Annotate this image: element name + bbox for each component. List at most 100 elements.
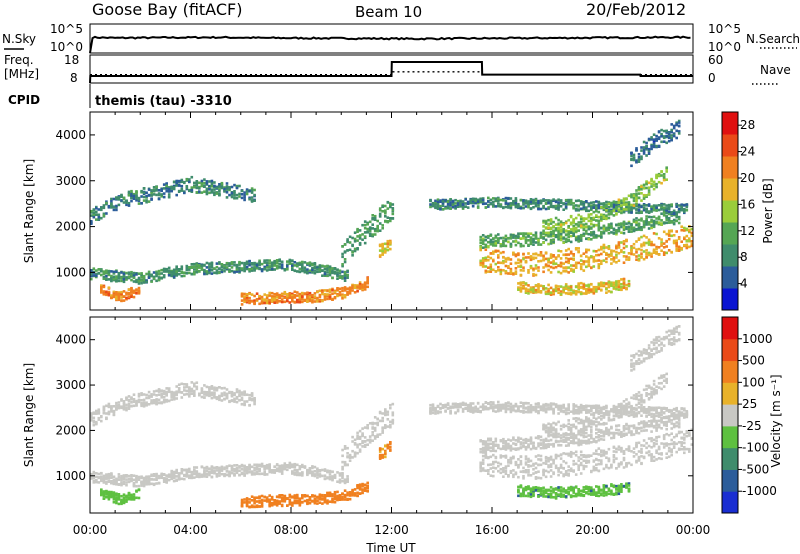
data-cell-1103 — [250, 505, 254, 509]
data-cell-2640 — [484, 202, 488, 205]
data-cell-3363 — [657, 180, 661, 184]
data-cell-3193 — [582, 225, 586, 229]
data-cell-1849 — [605, 260, 608, 264]
data-cell-2127 — [509, 237, 513, 240]
data-cell-3266 — [615, 201, 618, 205]
data-cell-390 — [95, 274, 98, 278]
data-cell-872 — [293, 471, 297, 475]
data-cell-1748 — [564, 270, 568, 273]
data-cell-1055 — [125, 291, 128, 295]
data-cell-129 — [145, 401, 148, 404]
data-cell-3035 — [657, 204, 661, 207]
data-cell-1582 — [492, 259, 495, 263]
data-cell-119 — [140, 189, 143, 193]
data-cell-1070 — [132, 493, 136, 496]
colorbar-swatch — [722, 244, 738, 267]
data-cell-2688 — [507, 202, 510, 205]
data-cell-1809 — [587, 256, 591, 260]
data-cell-1902 — [630, 245, 633, 248]
data-cell-357 — [248, 196, 251, 200]
data-cell-354 — [243, 400, 246, 403]
data-cell-681 — [215, 269, 219, 272]
data-cell-2390 — [627, 227, 631, 231]
data-cell-833 — [280, 260, 284, 264]
data-cell-165 — [160, 188, 163, 191]
data-cell-994 — [100, 284, 103, 287]
data-cell-1882 — [617, 241, 621, 244]
data-cell-2698 — [509, 204, 513, 208]
noise-panel: N.Sky 10^5 10^0 10^5 10^0 N.Search — [2, 22, 800, 54]
data-cell-535 — [152, 473, 156, 476]
data-cell-1539 — [386, 239, 390, 243]
data-cell-1466 — [373, 229, 377, 233]
data-cell-1360 — [356, 285, 359, 289]
data-cell-500 — [140, 482, 143, 485]
data-cell-53 — [112, 405, 116, 408]
data-cell-3759 — [627, 284, 631, 288]
data-cell-1855 — [607, 255, 611, 258]
data-cell-2180 — [532, 237, 535, 241]
data-cell-1951 — [650, 252, 653, 256]
data-cell-962 — [333, 272, 337, 275]
data-cell-1579 — [492, 250, 495, 254]
data-cell-2862 — [582, 207, 586, 210]
data-cell-2298 — [585, 237, 588, 241]
data-cell-1524 — [381, 247, 384, 251]
data-cell-102 — [132, 398, 136, 401]
data-cell-277 — [210, 185, 214, 188]
data-cell-785 — [260, 262, 264, 266]
data-cell-1564 — [484, 248, 488, 251]
data-cell-205 — [180, 187, 184, 191]
data-cell-387 — [92, 475, 96, 478]
data-cell-1111 — [255, 504, 259, 507]
data-cell-1866 — [612, 256, 616, 259]
colorbar-swatch — [722, 156, 738, 179]
data-cell-1878 — [617, 242, 621, 246]
data-cell-2839 — [572, 202, 575, 205]
data-cell-2554 — [444, 199, 447, 202]
data-cell-26 — [97, 215, 101, 219]
data-cell-1131 — [258, 297, 261, 300]
data-cell-2513 — [677, 217, 681, 221]
data-cell-3499 — [677, 132, 681, 135]
data-cell-1049 — [122, 499, 126, 502]
data-cell-1026 — [115, 499, 118, 503]
data-cell-856 — [291, 264, 294, 267]
data-cell-729 — [235, 468, 239, 471]
data-cell-2730 — [524, 199, 528, 202]
data-cell-1888 — [622, 240, 626, 243]
data-cell-3551 — [537, 285, 540, 288]
data-cell-3455 — [660, 135, 663, 138]
data-cell-427 — [110, 270, 113, 273]
data-cell-1507 — [389, 219, 392, 223]
data-cell-584 — [175, 475, 178, 478]
data-cell-3225 — [595, 209, 598, 213]
data-cell-3235 — [600, 215, 603, 218]
data-cell-483 — [132, 275, 136, 279]
data-cell-2725 — [522, 206, 525, 210]
data-cell-609 — [185, 470, 189, 473]
data-cell-1017 — [110, 294, 113, 297]
data-cell-58 — [112, 410, 116, 414]
data-cell-2060 — [481, 240, 485, 244]
data-cell-415 — [105, 474, 108, 478]
data-cell-1339 — [346, 293, 349, 296]
data-cell-2678 — [502, 206, 505, 209]
data-cell-2065 — [484, 245, 488, 249]
data-cell-1528 — [381, 242, 384, 246]
data-cell-314 — [225, 393, 229, 397]
data-cell-1476 — [378, 212, 382, 216]
data-cell-1070 — [130, 287, 133, 291]
data-cell-3287 — [625, 197, 628, 201]
data-cell-1157 — [270, 297, 274, 300]
data-cell-314 — [225, 185, 229, 188]
data-cell-945 — [328, 273, 332, 277]
data-cell-502 — [140, 281, 143, 285]
data-cell-3704 — [605, 291, 608, 294]
data-cell-1023 — [112, 500, 116, 504]
data-cell-908 — [308, 468, 312, 472]
data-cell-3562 — [542, 286, 545, 290]
data-cell-2597 — [461, 203, 465, 206]
data-cell-1768 — [572, 264, 575, 267]
data-cell-3632 — [574, 290, 578, 293]
